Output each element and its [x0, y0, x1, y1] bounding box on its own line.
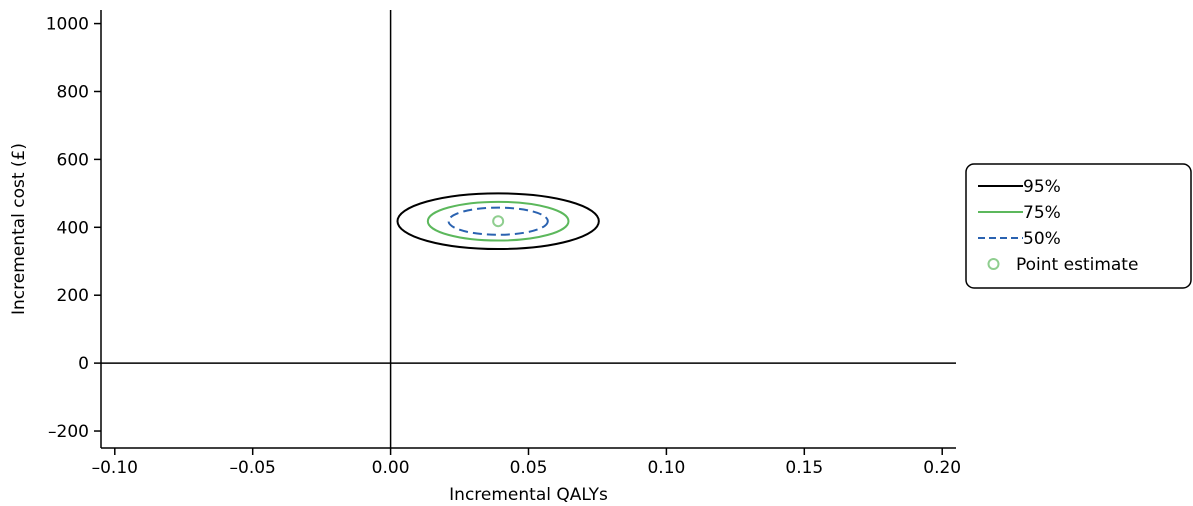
plot-marks — [396, 192, 600, 251]
axes: –0.10 –0.05 0.00 0.05 0.10 0.15 0.20 –200 0 200 40… — [46, 10, 961, 478]
ellipse-50-pct — [447, 206, 549, 236]
legend-swatch-point-estimate — [987, 258, 1000, 270]
x-tick-label: 0.00 — [372, 458, 410, 478]
y-tick-label: –200 — [48, 422, 89, 442]
point-estimate-marker — [492, 215, 505, 228]
ellipse-75-pct — [426, 200, 570, 242]
x-tick-label: 0.20 — [923, 458, 961, 478]
y-tick-label: 1000 — [46, 15, 89, 35]
y-tick-label: 800 — [57, 82, 89, 102]
x-tick-label: 0.05 — [510, 458, 548, 478]
y-axis-title: Incremental cost (£) — [9, 143, 29, 315]
y-tick-label: 400 — [57, 218, 89, 238]
x-tick-label: –0.10 — [92, 458, 138, 478]
legend: 95% 75% 50% Point estimate — [965, 163, 1192, 289]
legend-label: Point estimate — [1016, 255, 1138, 275]
x-tick-label: 0.15 — [785, 458, 823, 478]
legend-label: 95% — [1023, 177, 1061, 197]
x-tick-label: –0.05 — [230, 458, 276, 478]
legend-label: 50% — [1023, 229, 1061, 249]
x-tick-label: 0.10 — [647, 458, 685, 478]
legend-box — [965, 163, 1192, 289]
ellipse-95-pct — [396, 192, 600, 251]
reference-lines — [101, 10, 956, 448]
y-tick-label: 600 — [57, 150, 89, 170]
legend-label: 75% — [1023, 203, 1061, 223]
x-axis-title: Incremental QALYs — [449, 485, 608, 505]
y-tick-label: 0 — [78, 354, 89, 374]
y-tick-label: 200 — [57, 286, 89, 306]
